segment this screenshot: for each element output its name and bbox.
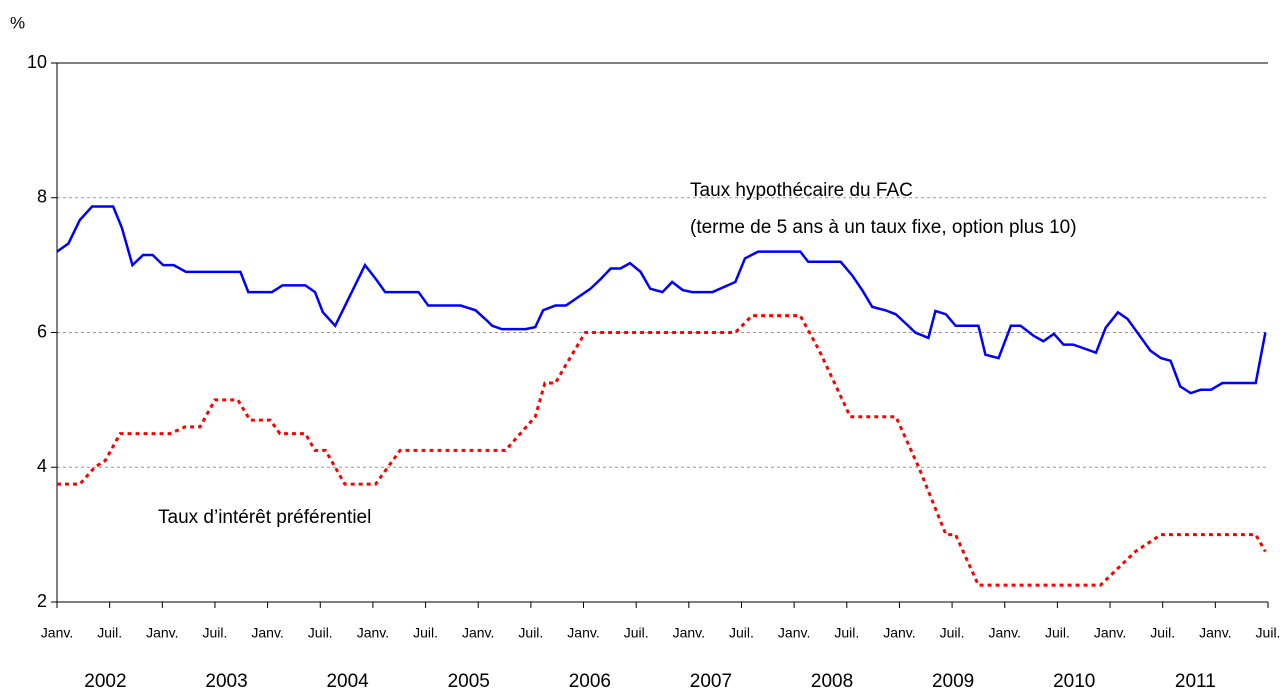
- x-tick-label: Juil.: [97, 625, 122, 641]
- x-tick-label: Janv.: [146, 625, 178, 641]
- year-label: 2008: [811, 671, 853, 692]
- y-tick-label: 2: [37, 591, 47, 611]
- x-tick-label: Janv.: [567, 625, 599, 641]
- year-label: 2005: [448, 671, 490, 692]
- year-label: 2011: [1175, 671, 1216, 692]
- x-tick-label: Juil.: [413, 625, 438, 641]
- year-label: 2003: [205, 671, 247, 692]
- x-tick-label: Janv.: [357, 625, 389, 641]
- x-tick-label: Janv.: [883, 625, 915, 641]
- y-tick-label: 4: [37, 456, 47, 476]
- x-tick-label: Juil.: [518, 625, 543, 641]
- x-tick-label: Juil.: [834, 625, 859, 641]
- year-label: 2009: [932, 671, 974, 692]
- year-label: 2004: [326, 671, 369, 692]
- series-line: [56, 205, 1267, 395]
- x-tick-label: Janv.: [673, 625, 705, 641]
- x-tick-label: Juil.: [729, 625, 754, 641]
- y-unit: %: [10, 13, 25, 32]
- x-tick-label: Janv.: [778, 625, 810, 641]
- y-tick-label: 6: [37, 321, 47, 341]
- x-tick-label: Juil.: [1045, 625, 1070, 641]
- x-tick-label: Janv.: [989, 625, 1021, 641]
- x-tick-label: Janv.: [41, 625, 73, 641]
- x-tick-label: Juil.: [308, 625, 333, 641]
- x-tick-label: Juil.: [624, 625, 649, 641]
- x-tick-label: Juil.: [1150, 625, 1175, 641]
- x-tick-label: Juil.: [1256, 625, 1281, 641]
- annotation: (terme de 5 ans à un taux fixe, option p…: [690, 217, 1077, 238]
- x-tick-label: Janv.: [462, 625, 494, 641]
- year-label: 2006: [569, 671, 611, 692]
- x-tick-label: Janv.: [1199, 625, 1231, 641]
- x-tick-label: Juil.: [940, 625, 965, 641]
- year-label: 2007: [690, 671, 732, 692]
- year-label: 2002: [84, 671, 126, 692]
- x-tick-label: Juil.: [203, 625, 228, 641]
- y-tick-label: 10: [27, 52, 47, 72]
- x-tick-label: Janv.: [1094, 625, 1126, 641]
- y-tick-label: 8: [37, 187, 47, 207]
- year-label: 2010: [1053, 671, 1095, 692]
- x-tick-label: Janv.: [251, 625, 283, 641]
- series-label: Taux hypothécaire du FAC: [690, 180, 913, 201]
- series-label: Taux d’intérêt préférentiel: [158, 507, 371, 528]
- series-line: [57, 314, 1267, 587]
